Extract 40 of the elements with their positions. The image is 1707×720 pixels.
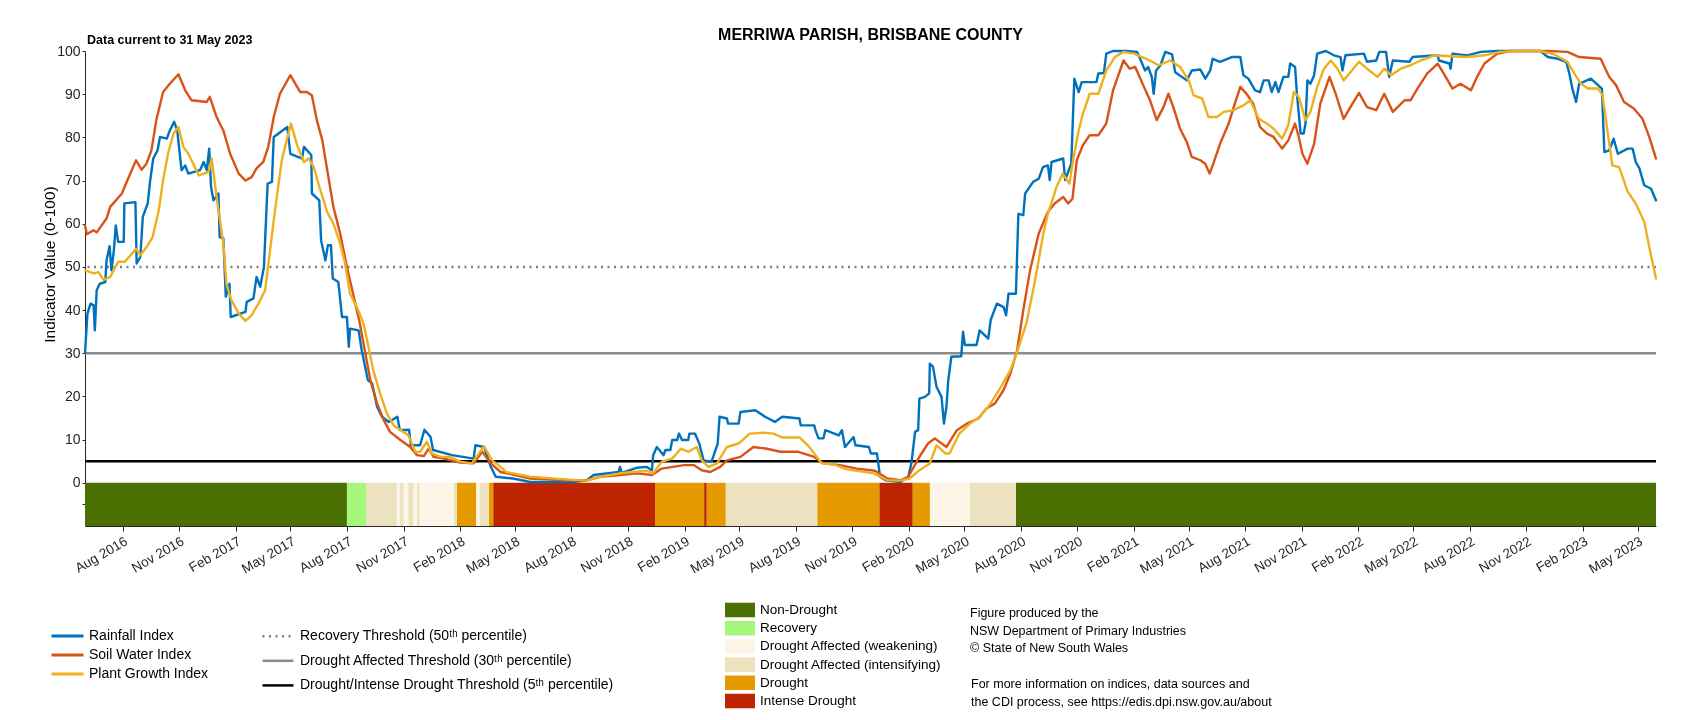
y-tick-label: 50 [64,258,81,275]
x-tick-label: Nov 2019 [802,533,860,576]
legend-label: Plant Growth Index [89,665,209,681]
text: Figure produced by the NSW Department of Primary Industries © State of New South Wales [970,606,1187,655]
legend-label: Drought/Intense Drought Threshold (5ᵗʰ percentile) [300,676,614,693]
legend-label: Drought [760,674,809,690]
y-axis-title: Indicator Value (0-100) [40,186,58,343]
legend-label: Non-Drought [760,602,838,617]
y-tick-label: 0 [72,474,81,491]
chart-title: MERRIWA PARISH, BRISBANE COUNTY [718,26,1024,43]
y-tick-label: 30 [64,344,81,361]
x-tick-label: Aug 2018 [521,533,579,576]
x-tick-label: Aug 2020 [970,533,1029,576]
y-tick-label: 40 [64,301,81,318]
x-tick-label: Nov 2016 [129,533,187,576]
legend-label: Recovery [760,620,818,636]
legend-label: Drought Affected (intensifying) [760,656,941,672]
legend-label: Drought Affected Threshold (30ᵗʰ percentile) [300,651,572,668]
legend-label: Rainfall Index [89,627,174,643]
y-tick-label: 60 [64,215,81,232]
legend-label: Soil Water Index [89,646,192,662]
x-tick-label: Nov 2022 [1476,533,1534,576]
y-tick-label: 100 [57,42,81,59]
y-tick-label: 90 [64,85,81,102]
y-tick-label: 10 [64,431,81,448]
x-tick-label: Nov 2018 [577,533,636,576]
x-tick-label: Aug 2019 [745,533,804,576]
y-tick-label: 70 [64,172,81,189]
legend-label: Recovery Threshold (50ᵗʰ percentile) [300,627,527,644]
legend-label: Intense Drought [760,693,857,708]
legend-label: Drought Affected (weakening) [760,638,938,654]
x-tick-label: Aug 2021 [1195,533,1253,576]
x-tick-label: Nov 2021 [1251,533,1310,576]
x-tick-label: Nov 2020 [1027,533,1085,576]
y-tick-label: 80 [64,128,81,145]
text: Data current to 31 May 2023 [87,33,253,47]
x-tick-label: Aug 2016 [72,533,131,576]
text: For more information on indices, data sources and the CDI process, see https://edis.dpi.nsw.gov.au/about [971,677,1273,709]
x-tick-label: Aug 2022 [1419,533,1478,576]
y-tick-label: 20 [64,387,81,404]
